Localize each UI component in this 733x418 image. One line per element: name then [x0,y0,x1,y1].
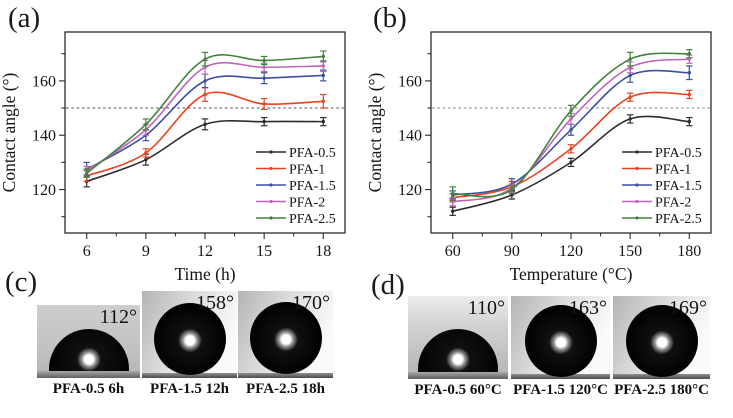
contact-angle-value: 169° [669,297,707,319]
droplet-photo: 158° [142,291,237,378]
svg-text:PFA-2: PFA-2 [655,195,691,210]
contact-angle-value: 158° [196,292,234,314]
droplet-caption: PFA-0.5 6h [52,381,125,397]
svg-text:6: 6 [83,243,91,260]
water-droplet [625,305,698,377]
substrate-surface [37,371,140,378]
panel-label-a: (a) [8,2,41,34]
droplet-caption: PFA-0.5 60°C [414,382,502,398]
svg-text:120: 120 [559,243,583,260]
svg-text:PFA-2.5: PFA-2.5 [655,212,702,227]
droplet-figure-d3: 169° PFA-2.5 180°C [613,296,710,399]
contact-angle-value: 112° [99,306,137,328]
svg-text:Contact angle (°): Contact angle (°) [0,72,19,192]
water-droplet [249,302,322,374]
contact-angle-value: 170° [292,292,330,314]
droplet-figure-c1: 112° PFA-0.5 6h [37,305,140,398]
svg-text:PFA-1: PFA-1 [655,162,691,177]
svg-text:Temperature (°C): Temperature (°C) [510,264,633,284]
svg-text:Contact angle (°): Contact angle (°) [366,72,385,192]
svg-text:140: 140 [32,128,56,145]
svg-text:60: 60 [445,243,461,260]
svg-text:120: 120 [398,182,422,199]
svg-text:160: 160 [32,73,56,90]
substrate-surface [142,373,237,378]
panel-label-c: (c) [5,266,38,298]
panel-label-d: (d) [371,269,405,301]
svg-text:PFA-1.5: PFA-1.5 [655,179,702,194]
droplet-photo: 110° [408,296,508,379]
contact-angle-value: 110° [467,297,505,319]
svg-text:180: 180 [677,243,701,260]
svg-text:PFA-0.5: PFA-0.5 [289,146,336,161]
chart-contact-angle-vs-time: 120 140 160 6 9 12 15 18 PFA-0.5 PFA-1 PFA-1.5 PFA-… [0,0,366,288]
svg-text:160: 160 [398,73,422,90]
panel-label-b: (b) [373,2,407,34]
droplet-caption: PFA-2.5 18h [246,381,325,397]
droplet-caption: PFA-1.5 12h [150,381,229,397]
svg-text:PFA-0.5: PFA-0.5 [655,146,702,161]
droplet-caption: PFA-1.5 120°C [513,382,608,398]
droplet-caption: PFA-2.5 180°C [614,382,709,398]
droplet-figure-d2: 163° PFA-1.5 120°C [511,296,610,399]
droplet-figure-d1: 110° PFA-0.5 60°C [408,296,508,399]
svg-text:12: 12 [197,243,213,260]
water-droplet [153,303,226,375]
svg-text:Time (h): Time (h) [174,264,235,284]
svg-text:120: 120 [32,182,56,199]
svg-text:PFA-2.5: PFA-2.5 [289,212,336,227]
substrate-surface [408,372,508,379]
svg-text:90: 90 [504,243,520,260]
svg-text:150: 150 [618,243,642,260]
svg-text:PFA-2: PFA-2 [289,195,325,210]
chart-contact-angle-vs-temperature: 120 140 160 60 90 120 150 180 PFA-0.5 PFA-1 PFA-1.… [365,0,732,288]
droplet-figure-c2: 158° PFA-1.5 12h [142,291,237,398]
svg-text:18: 18 [315,243,331,260]
svg-text:140: 140 [398,128,422,145]
svg-text:PFA-1: PFA-1 [289,162,325,177]
svg-text:9: 9 [142,243,150,260]
water-droplet [524,305,597,377]
droplet-photo: 163° [511,296,610,379]
contact-angle-value: 163° [569,297,607,319]
droplet-photo: 169° [613,296,710,379]
svg-text:PFA-1.5: PFA-1.5 [289,179,336,194]
droplet-figure-c3: 170° PFA-2.5 18h [238,291,333,398]
droplet-photo: 170° [238,291,333,378]
svg-text:15: 15 [256,243,272,260]
substrate-surface [238,373,333,378]
droplet-photo: 112° [37,305,140,378]
